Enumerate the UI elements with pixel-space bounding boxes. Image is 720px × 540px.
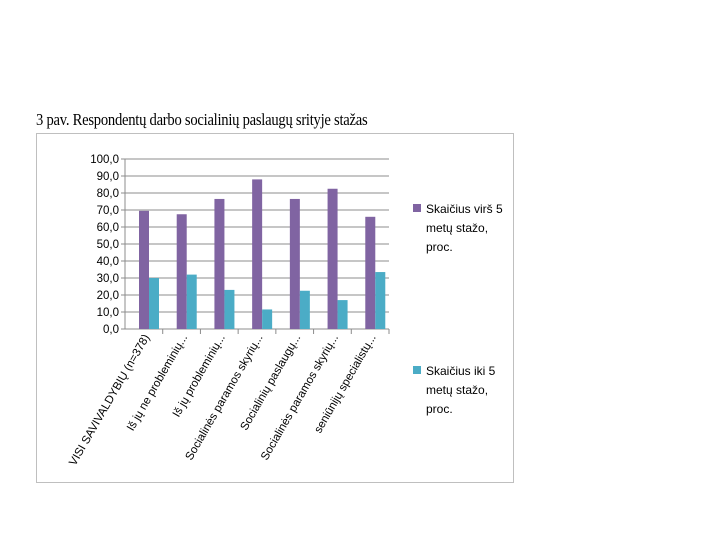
bar-2 (375, 272, 386, 329)
bar-1 (176, 214, 187, 329)
bar-2 (299, 290, 310, 329)
x-category-label: Socialinės paramos skyrių... (259, 333, 341, 463)
legend-label-line: proc. (426, 402, 453, 416)
bar-2 (262, 309, 273, 329)
legend-swatch (413, 366, 421, 374)
bar-2 (224, 289, 235, 329)
x-category-label: Socialinės paramos skyrių... (184, 333, 266, 463)
bar-1 (139, 210, 149, 329)
chart-frame: 0,0 10,0 20,0 30,0 40,0 50,0 60,0 70,0 80,0 90,0 1… (36, 133, 514, 483)
bar-2 (149, 278, 159, 329)
y-tick-label: 40,0 (97, 256, 119, 268)
legend-label-line: proc. (426, 240, 453, 254)
legend-label-line: Skaičius virš 5 (426, 202, 503, 216)
x-category-layer: VISI SAVIVALDYBIŲ (n=378)Iš jų ne proble… (67, 332, 378, 468)
y-tick-label: 0,0 (103, 324, 119, 336)
bar-1 (327, 188, 338, 329)
legend-label-line: metų stažo, (426, 221, 488, 235)
legend-label-line: Skaičius iki 5 (426, 364, 496, 378)
y-tick-label: 10,0 (97, 307, 119, 319)
bar-layer (139, 179, 386, 329)
legend-swatch (413, 204, 421, 212)
y-tick-label: 50,0 (97, 239, 119, 251)
bar-chart: 0,0 10,0 20,0 30,0 40,0 50,0 60,0 70,0 80,0 90,0 1… (67, 154, 503, 468)
bar-1 (252, 179, 263, 329)
legend-entry-1: Skaičius virš 5 metų stažo, proc. (413, 202, 503, 254)
y-tick-label: 60,0 (97, 222, 119, 234)
y-tick-label: 100,0 (90, 154, 119, 166)
page-title: 3 pav. Respondentų darbo socialinių pasl… (36, 110, 368, 129)
bar-2 (186, 274, 197, 329)
bar-2 (337, 300, 348, 329)
legend-entry-2: Skaičius iki 5 metų stažo, proc. (413, 364, 496, 416)
y-tick-label: 90,0 (97, 171, 119, 183)
bar-1 (289, 198, 300, 329)
bar-1 (365, 216, 376, 329)
y-tick-label: 30,0 (97, 273, 119, 285)
y-tick-label: 80,0 (97, 188, 119, 200)
y-tick-label: 20,0 (97, 290, 119, 302)
legend-label-line: metų stažo, (426, 383, 488, 397)
bar-1 (214, 198, 225, 329)
y-tick-label: 70,0 (97, 205, 119, 217)
y-tick-layer: 0,0 10,0 20,0 30,0 40,0 50,0 60,0 70,0 80,0 90,0 1… (90, 154, 119, 336)
